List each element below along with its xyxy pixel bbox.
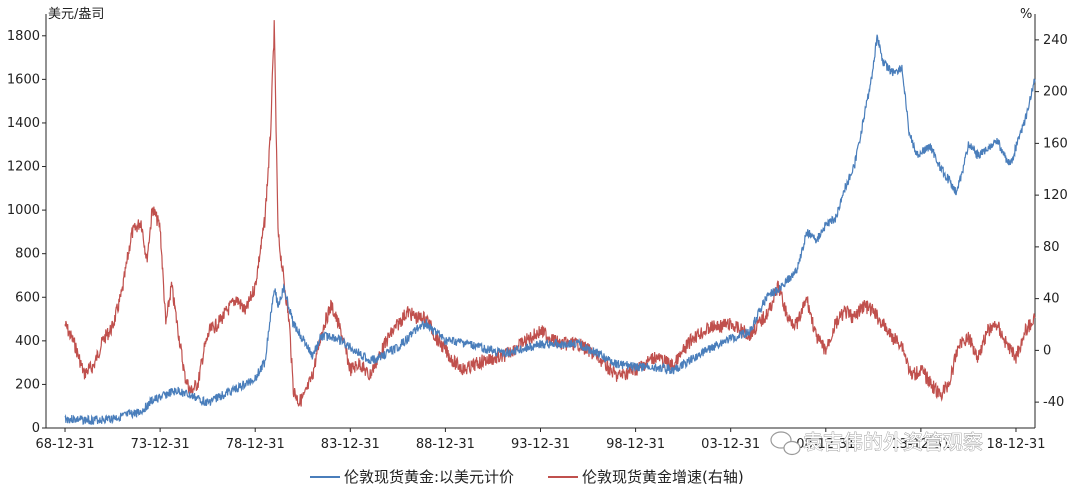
left-tick-label: 200 xyxy=(15,377,40,392)
left-tick-label: 1600 xyxy=(7,72,40,87)
watermark: 袁吉伟的外资管观察 xyxy=(770,430,983,456)
x-tick-label: 88-12-31 xyxy=(416,437,475,452)
right-tick-label: 80 xyxy=(1043,240,1060,255)
legend: 伦敦现货黄金:以美元计价 伦敦现货黄金增速(右轴) xyxy=(310,468,744,486)
legend-label-gold-price: 伦敦现货黄金:以美元计价 xyxy=(344,468,514,486)
right-tick-label: 120 xyxy=(1043,188,1068,203)
x-tick-label: 83-12-31 xyxy=(321,437,380,452)
series-line-gold-growth xyxy=(64,20,1036,407)
right-tick-label: 200 xyxy=(1043,85,1068,100)
x-axis-ticks: 68-12-31 73-12-31 78-12-31 83-12-31 88-12-31… xyxy=(36,428,1045,452)
left-tick-label: 1200 xyxy=(7,160,40,175)
left-axis-unit: 美元/盎司 xyxy=(48,7,104,22)
x-tick-label: 78-12-31 xyxy=(226,437,285,452)
watermark-text: 袁吉伟的外资管观察 xyxy=(803,430,983,454)
left-tick-label: 1000 xyxy=(7,203,40,218)
right-tick-label: 160 xyxy=(1043,136,1068,151)
left-tick-label: 400 xyxy=(15,334,40,349)
right-tick-label: 0 xyxy=(1043,343,1051,358)
x-tick-label: 03-12-31 xyxy=(701,437,760,452)
left-tick-label: 0 xyxy=(32,421,40,436)
right-axis-unit: % xyxy=(1020,7,1032,22)
right-axis-ticks: -40 0 40 80 120 160 200 240 xyxy=(1035,33,1068,410)
x-tick-label: 08-12-31 xyxy=(796,437,855,452)
x-tick-label: 93-12-31 xyxy=(511,437,570,452)
right-tick-label: 240 xyxy=(1043,33,1068,48)
left-tick-label: 600 xyxy=(15,290,40,305)
series-line-gold-price xyxy=(64,34,1036,425)
left-tick-label: 1400 xyxy=(7,116,40,131)
x-tick-label: 73-12-31 xyxy=(131,437,190,452)
left-tick-label: 800 xyxy=(15,247,40,262)
left-tick-label: 1800 xyxy=(7,29,40,44)
legend-label-gold-growth: 伦敦现货黄金增速(右轴) xyxy=(582,468,744,486)
x-tick-label: 68-12-31 xyxy=(36,437,95,452)
x-tick-label: 98-12-31 xyxy=(606,437,665,452)
right-tick-label: -40 xyxy=(1043,395,1064,410)
right-tick-label: 40 xyxy=(1043,292,1060,307)
x-tick-label: 18-12-31 xyxy=(986,437,1045,452)
x-tick-label: 13-12-31 xyxy=(891,437,950,452)
left-axis-ticks: 0 200 400 600 800 1000 1200 1400 1600 1800 xyxy=(7,29,46,436)
wechat-icon xyxy=(770,431,801,456)
